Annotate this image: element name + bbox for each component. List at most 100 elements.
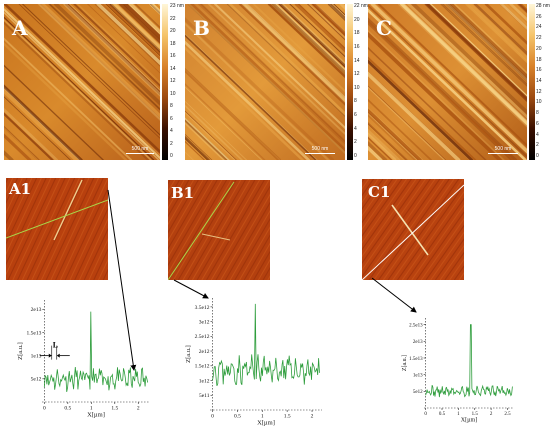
fft-fringe <box>234 217 270 280</box>
colorbar-tick: 18 <box>354 30 360 37</box>
fft-fringe <box>98 258 108 280</box>
fft-fringe <box>362 179 422 265</box>
fft-fringe <box>243 234 270 280</box>
surface-groove <box>87 4 160 74</box>
x-tick-label: 2 <box>311 414 314 420</box>
fft-fringe <box>173 180 232 280</box>
fft-fringe <box>210 180 270 280</box>
colorbar-tick: 22 <box>170 15 176 22</box>
surface-groove <box>185 17 335 160</box>
surface-groove <box>4 11 160 160</box>
y-tick-label: 1.5e12 <box>195 364 210 370</box>
surface-groove <box>207 4 345 136</box>
fft-fringe <box>12 178 61 280</box>
colorbar-tick: 8 <box>354 98 357 105</box>
fft-pattern-b1 <box>168 180 270 280</box>
surface-groove <box>185 22 329 160</box>
y-tick-label: 2e13 <box>413 340 423 345</box>
x-tick-label: 1.5 <box>284 414 291 420</box>
y-axis-label: Z[a.u.] <box>402 355 408 371</box>
fft-fringe <box>36 178 85 280</box>
surface-groove <box>185 34 317 160</box>
colorbar-tick: 2 <box>170 140 173 147</box>
surface-groove <box>240 4 345 104</box>
surface-groove <box>185 117 230 160</box>
surface-groove <box>377 4 527 147</box>
profile-line-a1 <box>6 199 108 239</box>
fft-fringe <box>239 226 270 280</box>
surface-groove <box>4 64 104 160</box>
y-tick-label: 2e12 <box>199 349 210 355</box>
surface-groove <box>4 125 40 160</box>
colorbar-tick: 12 <box>536 88 542 95</box>
y-tick-label: 3e12 <box>199 320 210 326</box>
surface-groove <box>440 4 527 87</box>
surface-groove <box>252 4 345 93</box>
fft-fringe <box>6 178 23 215</box>
surface-groove <box>185 46 304 160</box>
colorbar-tick: 20 <box>536 45 542 52</box>
colorbar-tick: 16 <box>354 43 360 50</box>
period-arrow-right <box>56 353 60 358</box>
fft-fringe <box>382 179 455 280</box>
surface-groove <box>123 4 160 40</box>
fft-fringe <box>168 180 223 275</box>
surface-groove <box>368 4 527 158</box>
x-tick-label: 1.5 <box>111 406 118 412</box>
fft-fringe <box>248 242 270 280</box>
profile-plot-b1: 0 0.5 1 1.5 2 5e11 1e12 1.5e12 2e12 2.5e12 3e12 3.5… <box>185 298 322 427</box>
fft-fringe <box>55 178 104 280</box>
fft-fringe <box>78 217 108 280</box>
fft-fringe <box>7 178 57 280</box>
fft-fringe <box>362 179 389 217</box>
colorbar-b <box>347 4 353 160</box>
afm-topography-a <box>4 4 160 160</box>
fft-fringe <box>168 180 199 234</box>
fft-fringe <box>93 248 108 280</box>
surface-groove <box>446 4 527 82</box>
surface-groove <box>368 46 487 160</box>
surface-groove <box>185 117 230 160</box>
surface-groove <box>368 98 432 160</box>
colorbar-tick: 28 nm <box>536 3 550 9</box>
fft-fringe <box>362 179 398 231</box>
surface-groove <box>426 4 527 101</box>
surface-groove <box>4 125 40 160</box>
panel-label-b: B <box>193 16 210 40</box>
fft-fringe <box>168 180 185 210</box>
afm-image-a: A 500 nm <box>4 4 160 160</box>
surface-groove <box>227 4 345 117</box>
y-tick-label: 5e12 <box>31 377 42 383</box>
colorbar-c <box>529 4 535 160</box>
x-axis-label: X[µm] <box>257 420 275 427</box>
surface-groove <box>4 18 152 160</box>
surface-groove <box>368 71 461 160</box>
x-tick-label: 0 <box>424 412 427 417</box>
fft-fringe <box>449 258 464 280</box>
surface-groove <box>4 7 160 160</box>
x-tick-label: 0 <box>43 406 46 412</box>
scale-bar-a: 500 nm <box>126 146 154 154</box>
surface-groove <box>198 4 345 145</box>
fft-fringe <box>362 179 379 204</box>
colorbar-tick: 6 <box>170 115 173 122</box>
colorbar-tick: 24 <box>536 24 542 31</box>
y-tick-label: 1e13 <box>31 354 42 360</box>
surface-groove <box>298 4 345 50</box>
fft-fringe <box>425 224 464 280</box>
fft-fringe <box>6 178 47 266</box>
surface-groove <box>267 4 345 78</box>
surface-groove <box>214 4 345 130</box>
fft-fringe <box>182 180 242 280</box>
fft-fringe <box>434 238 464 280</box>
x-tick-label: 0.5 <box>439 412 446 417</box>
fft-pattern-a1 <box>6 178 108 280</box>
colorbar-tick: 20 <box>170 28 176 34</box>
fft-fringe <box>26 178 76 280</box>
surface-groove <box>119 4 160 44</box>
colorbar-tick: 6 <box>536 120 539 127</box>
surface-groove <box>185 67 281 160</box>
surface-groove <box>64 4 160 96</box>
fft-fringe <box>362 179 403 237</box>
y-axis-label: Z[a.u.] <box>17 342 24 360</box>
